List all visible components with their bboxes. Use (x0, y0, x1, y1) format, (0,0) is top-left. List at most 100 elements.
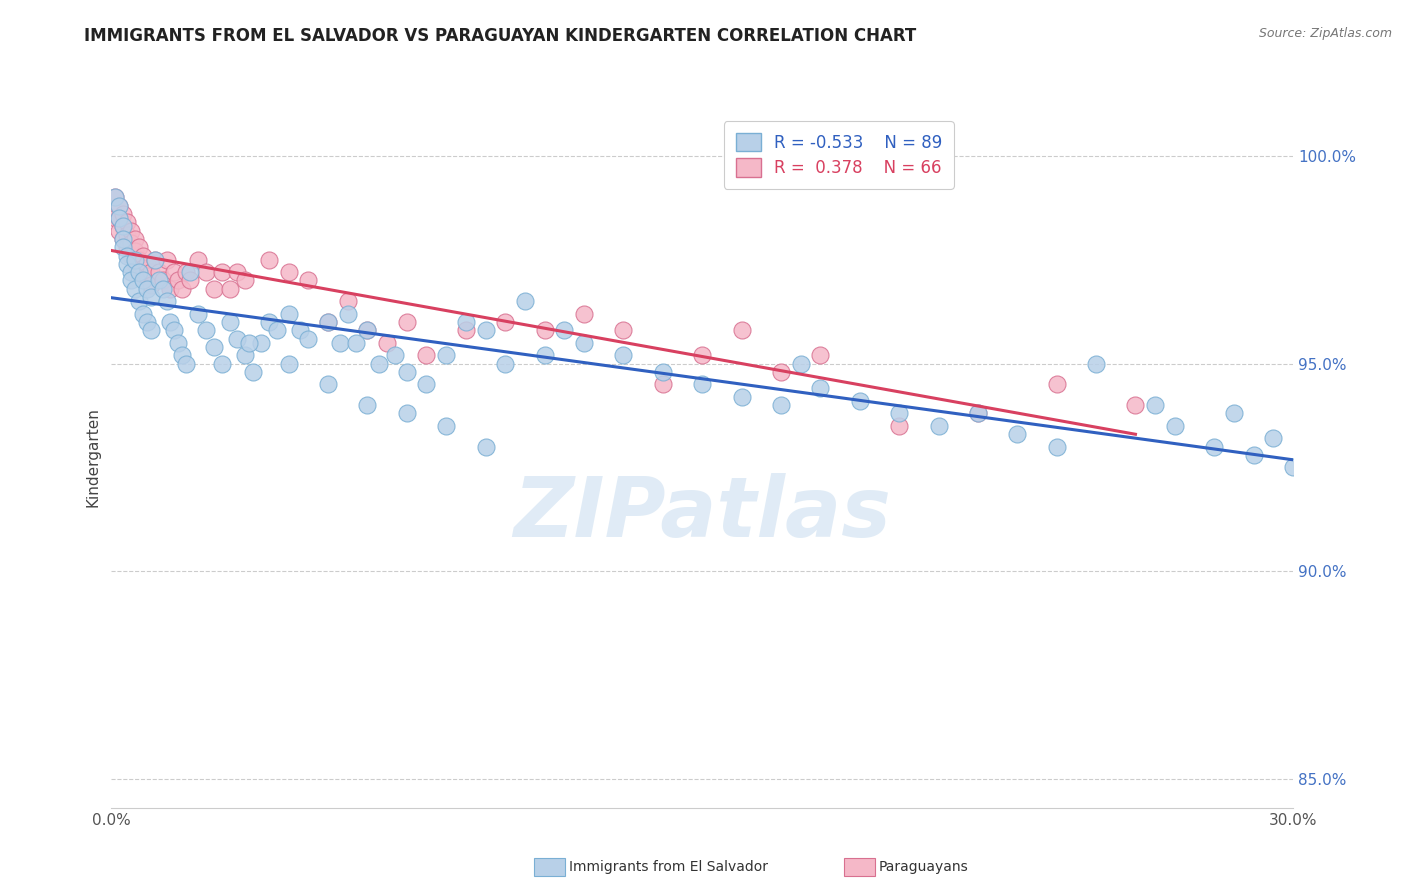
Point (789, 357, 811, 371)
Point (163, 323, 186, 337)
Point (143, 252, 166, 267)
Point (297, 332, 319, 346)
Point (112, 232, 135, 246)
Point (135, 269, 157, 284)
Point (730, 390, 752, 404)
Point (395, 315, 418, 329)
Point (612, 348, 634, 362)
Point (329, 335, 352, 350)
Point (120, 273, 142, 287)
Point (233, 273, 256, 287)
Point (1243, 448, 1265, 462)
Point (375, 335, 398, 350)
Point (1223, 406, 1246, 420)
Point (651, 377, 673, 392)
Point (211, 265, 233, 279)
Point (415, 348, 437, 362)
Point (132, 307, 155, 321)
Point (474, 440, 496, 454)
Point (226, 265, 249, 279)
Point (1007, 427, 1029, 442)
Point (474, 323, 496, 337)
Point (179, 273, 201, 287)
Point (1046, 377, 1069, 392)
Point (128, 265, 150, 279)
Point (344, 335, 367, 350)
Point (769, 365, 792, 379)
Point (533, 348, 555, 362)
Point (194, 265, 217, 279)
Legend: R = -0.533    N = 89, R =  0.378    N = 66: R = -0.533 N = 89, R = 0.378 N = 66 (724, 121, 953, 189)
Point (187, 252, 209, 267)
Point (112, 232, 135, 246)
Text: Immigrants from El Salvador: Immigrants from El Salvador (569, 860, 769, 874)
Point (690, 377, 713, 392)
Point (135, 282, 157, 296)
Point (277, 357, 299, 371)
Point (179, 265, 201, 279)
Point (120, 236, 142, 251)
Point (434, 348, 457, 362)
Point (242, 365, 264, 379)
Y-axis label: Kindergarten: Kindergarten (86, 407, 100, 507)
Point (356, 323, 378, 337)
Point (384, 348, 406, 362)
Point (202, 340, 225, 354)
Point (730, 323, 752, 337)
Point (1144, 398, 1167, 412)
Point (454, 323, 477, 337)
Point (277, 265, 299, 279)
Point (316, 377, 339, 392)
Point (368, 357, 391, 371)
Point (159, 282, 181, 296)
Point (167, 335, 190, 350)
Point (115, 227, 138, 242)
Point (139, 290, 162, 304)
Point (148, 273, 170, 287)
Point (1125, 398, 1147, 412)
Point (218, 282, 240, 296)
Point (1164, 418, 1187, 433)
Point (1282, 460, 1305, 475)
Point (132, 273, 155, 287)
Point (135, 315, 157, 329)
Point (120, 265, 142, 279)
Point (395, 406, 418, 420)
Point (808, 382, 831, 396)
Point (513, 294, 536, 309)
Point (128, 240, 150, 254)
Point (336, 307, 359, 321)
Point (277, 307, 299, 321)
Point (115, 248, 138, 262)
Point (290, 323, 312, 337)
Point (132, 260, 155, 275)
Point (187, 307, 209, 321)
Point (155, 252, 177, 267)
Point (808, 348, 831, 362)
Point (533, 323, 555, 337)
Text: Paraguayans: Paraguayans (879, 860, 969, 874)
Point (848, 393, 870, 408)
Point (172, 282, 194, 296)
Point (139, 277, 162, 292)
Point (174, 265, 197, 279)
Point (152, 282, 174, 296)
Point (139, 323, 162, 337)
Point (233, 348, 256, 362)
Point (104, 211, 127, 226)
Point (257, 315, 280, 329)
Point (651, 365, 673, 379)
Point (316, 315, 339, 329)
Point (316, 315, 339, 329)
Point (967, 406, 990, 420)
Point (415, 377, 437, 392)
Point (152, 273, 174, 287)
Point (112, 219, 135, 234)
Point (297, 273, 319, 287)
Point (128, 294, 150, 309)
Point (395, 365, 418, 379)
Point (128, 265, 150, 279)
Point (124, 257, 146, 271)
Text: Source: ZipAtlas.com: Source: ZipAtlas.com (1258, 27, 1392, 40)
Point (167, 273, 190, 287)
